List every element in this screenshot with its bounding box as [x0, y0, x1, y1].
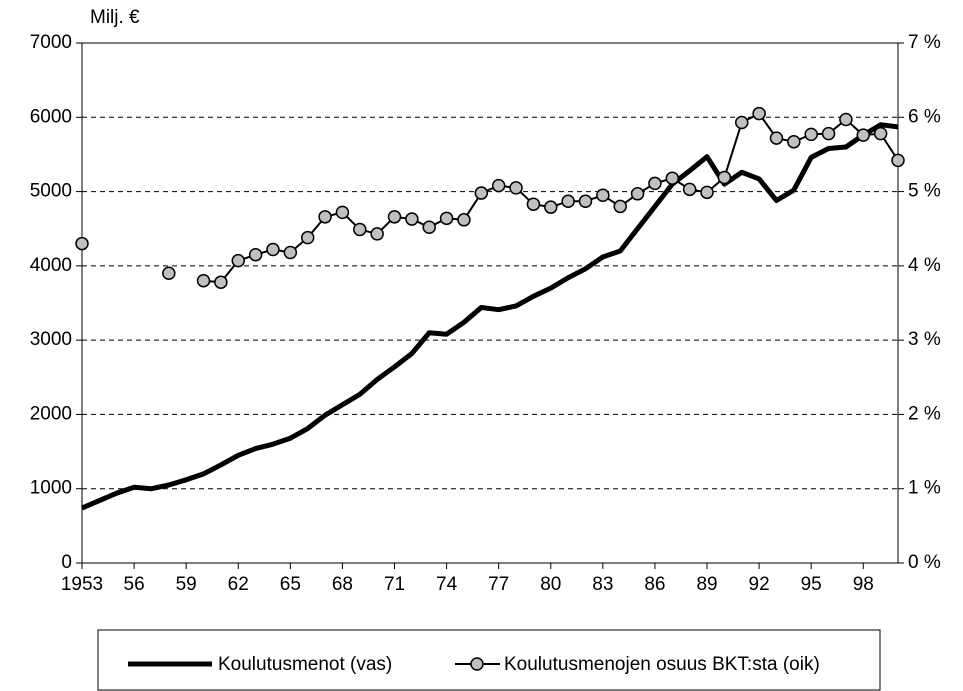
share-marker: [630, 187, 645, 201]
x-tick-label: 89: [696, 574, 717, 595]
x-tick-label: 59: [176, 574, 197, 595]
share-marker: [891, 153, 905, 168]
y2-tick-label: 6 %: [908, 106, 941, 127]
y2-tick-label: 7 %: [908, 32, 941, 53]
share-marker: [335, 205, 350, 220]
x-tick-label: 83: [592, 574, 613, 595]
share-marker: [387, 210, 402, 224]
y2-tick-label: 4 %: [908, 255, 941, 276]
y-tick-label: 0: [61, 552, 72, 573]
x-tick-label: 1953: [61, 574, 103, 595]
share-marker: [300, 230, 315, 245]
legend-box: [97, 629, 881, 691]
y-tick-label: 4000: [30, 255, 72, 276]
share-marker: [526, 197, 541, 211]
share-marker: [509, 181, 523, 195]
share-marker: [353, 222, 367, 237]
share-marker: [787, 135, 801, 149]
x-tick-label: 77: [488, 574, 509, 595]
share-marker: [283, 245, 298, 260]
share-marker: [613, 199, 627, 214]
share-marker: [734, 115, 749, 130]
share-marker: [491, 178, 506, 193]
legend-label: Koulutusmenojen osuus BKT:sta (oik): [504, 654, 820, 675]
y-tick-label: 5000: [30, 181, 72, 202]
y2-tick-label: 1 %: [908, 478, 941, 499]
share-marker: [544, 200, 558, 214]
y2-tick-label: 5 %: [908, 181, 941, 202]
share-marker: [856, 128, 871, 142]
share-marker: [439, 211, 454, 226]
share-marker: [214, 275, 228, 289]
share-marker: [405, 212, 419, 226]
x-tick-label: 68: [332, 574, 353, 595]
plot-frame: [81, 42, 899, 564]
y2-tick-label: 2 %: [908, 403, 941, 424]
share-marker: [196, 273, 211, 288]
share-marker: [75, 236, 89, 251]
share-marker: [682, 182, 697, 197]
share-marker: [665, 171, 680, 185]
share-marker: [318, 210, 332, 224]
share-marker: [561, 194, 575, 208]
share-marker: [821, 126, 836, 141]
y-tick-label: 2000: [30, 403, 72, 424]
share-marker: [717, 170, 732, 185]
share-marker: [596, 188, 610, 203]
y-tick-label: 1000: [30, 478, 72, 499]
x-tick-label: 65: [280, 574, 301, 595]
legend-label: Koulutusmenot (vas): [218, 654, 392, 675]
share-marker: [370, 227, 384, 241]
share-marker: [700, 185, 714, 200]
x-tick-label: 56: [124, 574, 145, 595]
share-marker: [648, 176, 662, 191]
share-marker: [769, 131, 784, 145]
spending-line: [81, 122, 899, 511]
share-marker: [804, 127, 818, 142]
y-tick-label: 6000: [30, 106, 72, 127]
share-marker: [839, 112, 853, 127]
share-marker: [162, 266, 176, 281]
share-marker: [474, 186, 489, 200]
x-tick-label: 98: [853, 574, 874, 595]
y-tick-label: 7000: [30, 32, 72, 53]
x-tick-label: 74: [436, 574, 458, 595]
x-tick-label: 92: [749, 574, 770, 595]
x-tick-label: 71: [384, 574, 405, 595]
share-marker: [873, 126, 888, 141]
share-marker: [266, 242, 280, 257]
share-marker: [422, 220, 436, 234]
x-tick-label: 95: [801, 574, 822, 595]
y-tick-label: 3000: [30, 329, 72, 350]
y-axis-label: Milj. €: [90, 7, 140, 28]
share-marker: [578, 194, 593, 208]
x-tick-label: 62: [228, 574, 249, 595]
share-marker: [752, 106, 766, 121]
y2-tick-label: 0 %: [908, 552, 941, 573]
share-marker: [457, 213, 471, 227]
y2-tick-label: 3 %: [908, 329, 941, 350]
x-tick-label: 80: [540, 574, 561, 595]
legend-marker: [470, 657, 484, 671]
x-tick-label: 86: [644, 574, 665, 595]
share-marker: [248, 247, 263, 262]
share-marker: [231, 253, 246, 268]
